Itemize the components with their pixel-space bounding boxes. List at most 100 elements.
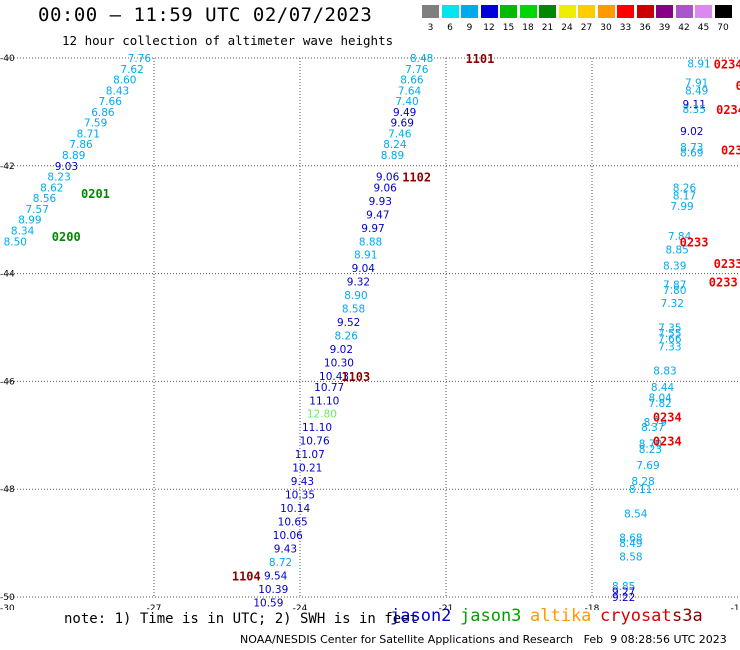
wave-height-value: 7.80 — [663, 285, 686, 297]
pass-time-label: 0233 — [714, 257, 740, 271]
legend-level-label: 42 — [678, 23, 690, 33]
wave-height-value: 9.06 — [373, 182, 397, 194]
legend-swatch — [422, 5, 439, 18]
legend-level-label: 27 — [580, 23, 593, 33]
map-title: 00:00 – 11:59 UTC 02/07/2023 — [38, 4, 373, 26]
wave-height-value: 11.10 — [302, 422, 332, 434]
wave-height-value: 8.37 — [641, 422, 664, 434]
satellite-label-jason3: jason3 — [460, 606, 522, 626]
pass-time-label: 1104 — [232, 569, 261, 583]
wave-height-value: 7.86 — [69, 139, 93, 151]
credit-line: NOAA/NESDIS Center for Satellite Applica… — [240, 633, 727, 646]
wave-height-value: 8.71 — [77, 128, 100, 140]
wave-height-value: 10.65 — [278, 517, 308, 529]
y-tick-label: -42 — [0, 162, 15, 172]
wave-height-value: 8.26 — [673, 182, 697, 194]
wave-height-value: 8.79 — [644, 417, 667, 429]
wave-height-value: 8.91 — [354, 250, 377, 262]
pass-time-label: 0201 — [81, 187, 110, 201]
wave-height-value: 8.34 — [11, 225, 35, 237]
satellite-label-cryosat: cryosat — [600, 606, 672, 626]
wave-height-value: 8.24 — [383, 139, 407, 151]
wave-height-value: 11.07 — [295, 449, 325, 461]
wave-height-value: 7.33 — [658, 341, 681, 353]
wave-height-value: 8.85 — [612, 581, 635, 593]
legend-swatch — [714, 5, 732, 18]
wave-height-value: 8.56 — [33, 193, 57, 205]
wave-height-value: 8.60 — [113, 75, 136, 87]
legend-swatch — [441, 5, 459, 18]
wave-height-value: 7.82 — [648, 398, 671, 410]
wave-height-value: 8.68 — [619, 533, 642, 545]
wave-height-value: 7.91 — [685, 77, 708, 89]
legend-swatch — [539, 5, 556, 18]
legend-level-label: 33 — [619, 23, 632, 33]
legend-swatch — [461, 5, 478, 18]
pass-time-label: 0234 — [716, 103, 740, 117]
pass-time-label: 0234 — [653, 410, 682, 424]
legend-swatch — [597, 5, 615, 18]
wave-height-value: 10.76 — [300, 436, 330, 448]
wave-height-value: 9.02 — [680, 126, 703, 138]
legend-swatch — [558, 5, 576, 18]
wave-height-value: 7.69 — [636, 460, 659, 472]
legend-swatch — [519, 5, 537, 18]
wave-height-value: 7.59 — [84, 118, 107, 130]
wave-height-value: 10.59 — [253, 597, 283, 609]
pass-time-label: 0233 — [680, 235, 709, 249]
wave-height-value: 8.72 — [269, 557, 292, 569]
map-subtitle: 12 hour collection of altimeter wave hei… — [62, 33, 394, 48]
wave-height-value: 12.80 — [307, 409, 337, 421]
legend-swatch — [656, 5, 673, 18]
pass-time-label: 0234 — [714, 57, 740, 71]
wave-height-value: 8.73 — [680, 142, 703, 154]
y-tick-label: -48 — [0, 485, 15, 495]
x-tick-label: -21 — [439, 604, 454, 610]
legend-level-label: 3 — [427, 23, 434, 33]
wave-height-value: 7.62 — [120, 64, 143, 76]
y-tick-label: -50 — [0, 593, 15, 603]
pass-time-label: 1101 — [465, 52, 494, 66]
wave-height-value: 8.69 — [680, 147, 703, 159]
wave-height-value: 8.99 — [18, 215, 41, 227]
wave-height-value: 7.55 — [658, 328, 681, 340]
wave-height-value: 7.66 — [99, 96, 123, 108]
wave-height-value: 9.54 — [264, 570, 288, 582]
wave-height-value: 8.23 — [47, 172, 70, 184]
wave-height-value: 9.02 — [330, 344, 353, 356]
satellite-label-jason2: jason2 — [390, 606, 452, 626]
wave-height-value: 8.66 — [400, 75, 424, 87]
pass-time-label: 0234 — [736, 79, 740, 93]
pass-time-label: 1103 — [341, 370, 370, 384]
footnote: note: 1) Time is in UTC; 2) SWH is in fe… — [64, 611, 419, 627]
satellite-label-s3a: s3a — [672, 606, 703, 626]
satellite-label-altika: altika — [530, 606, 592, 626]
wave-height-value: 8.17 — [673, 190, 696, 202]
wave-height-value: 9.52 — [337, 317, 360, 329]
pass-time-label: 0200 — [52, 230, 81, 244]
wave-height-value: 8.49 — [685, 85, 708, 97]
y-tick-label: -46 — [0, 377, 15, 387]
wave-height-value: 9.32 — [347, 277, 370, 289]
wave-height-value: 9.97 — [361, 223, 384, 235]
wave-height-value: 7.76 — [128, 53, 152, 65]
legend-level-label: 24 — [561, 23, 573, 33]
wave-height-value: 7.66 — [658, 333, 682, 345]
wave-height-value: 8.50 — [4, 236, 27, 248]
wave-height-value: 8.89 — [62, 150, 85, 162]
wave-height-value: 7.76 — [405, 64, 429, 76]
legend-level-label: 30 — [600, 23, 612, 33]
wave-height-value: 8.28 — [631, 476, 654, 488]
wave-height-value: 8.89 — [381, 150, 404, 162]
legend-swatch — [675, 5, 693, 18]
wave-height-value: 9.04 — [352, 263, 376, 275]
legend-level-label: 6 — [447, 23, 453, 33]
wave-height-value: 8.35 — [683, 104, 706, 116]
wave-height-value: 10.43 — [319, 371, 349, 383]
wave-height-value: 8.58 — [619, 552, 642, 564]
wave-height-value: 8.43 — [106, 85, 129, 97]
wave-height-value: 9.11 — [683, 99, 706, 111]
wave-height-value: 9.69 — [391, 118, 414, 130]
x-tick-label: -18 — [585, 604, 600, 610]
wave-height-value: 7.40 — [395, 96, 418, 108]
